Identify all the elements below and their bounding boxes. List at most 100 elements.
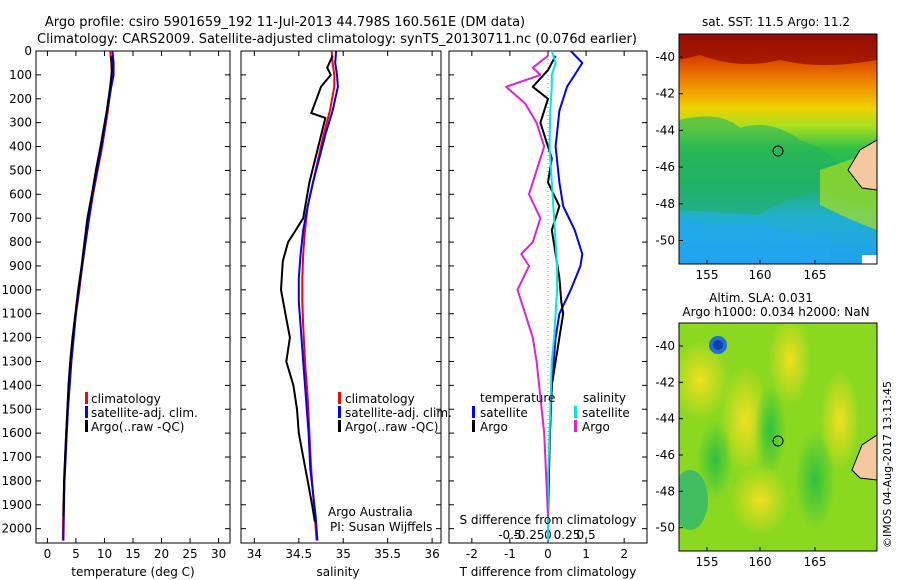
lon-tick-label: 165 bbox=[804, 268, 827, 282]
y-tick-label: 600 bbox=[9, 187, 32, 201]
s-tick-label: -0.5 bbox=[498, 528, 521, 542]
legend-swatch-t-satellite bbox=[472, 406, 475, 418]
legend-label-s-satellite: satellite bbox=[582, 406, 630, 420]
lat-tick-label: -48 bbox=[655, 197, 675, 211]
salinity-xlabel: salinity bbox=[316, 565, 359, 579]
lat-tick-label: -46 bbox=[655, 448, 675, 462]
t-diff-xlabel: T difference from climatology bbox=[459, 565, 637, 579]
lat-tick-label: -46 bbox=[655, 160, 675, 174]
difference-panel: -0.5-0.25 0 0.250.5 -2 -1 0 1 2 S difference f… bbox=[448, 50, 648, 579]
x-tick-label: 20 bbox=[154, 547, 169, 561]
sst-map-frame bbox=[678, 33, 878, 265]
series-line-argo bbox=[505, 55, 549, 517]
legend-label-satellite: satellite-adj. clim. bbox=[91, 406, 198, 420]
difference-legend: temperature salinity satellite Argo sate… bbox=[472, 391, 630, 434]
y-tick-label: 1700 bbox=[1, 450, 32, 464]
x-tick-label: 36 bbox=[424, 547, 439, 561]
salinity-diff-axis: -0.5-0.25 0 0.250.5 bbox=[498, 528, 595, 542]
x-tick-label: 0 bbox=[544, 547, 552, 561]
salinity-legend: climatology satellite-adj. clim. Argo(..… bbox=[338, 392, 452, 434]
argo-float-marker bbox=[772, 435, 784, 447]
legend-swatch-climatology bbox=[338, 392, 341, 404]
sla-map-frame bbox=[678, 322, 878, 552]
y-tick-label: 1800 bbox=[1, 474, 32, 488]
salinity-plot-frame bbox=[240, 50, 442, 544]
lat-tick-label: -50 bbox=[655, 521, 675, 535]
y-tick-label: 1400 bbox=[1, 378, 32, 392]
sla-map-panel: Altim. SLA: 0.031 Argo h1000: 0.034 h200… bbox=[655, 291, 878, 569]
x-tick-label: 5 bbox=[72, 547, 80, 561]
y-tick-label: 1900 bbox=[1, 498, 32, 512]
sla-map-image bbox=[679, 323, 877, 551]
sst-map-title: sat. SST: 11.5 Argo: 11.2 bbox=[702, 15, 850, 29]
series-line-argo bbox=[62, 55, 113, 517]
s-tick-label: 0.5 bbox=[577, 528, 596, 542]
x-tick-label: 35 bbox=[336, 547, 351, 561]
legend-label-satellite: satellite-adj. clim. bbox=[345, 406, 452, 420]
series-line-satellite bbox=[62, 50, 115, 541]
y-tick-label: 700 bbox=[9, 211, 32, 225]
pi-label: PI: Susan Wijffels bbox=[330, 520, 432, 534]
s-tick-label: -0.25 bbox=[513, 528, 544, 542]
s-tick-label: 0.25 bbox=[554, 528, 581, 542]
x-tick-label: 2 bbox=[620, 547, 628, 561]
lat-tick-label: -50 bbox=[655, 233, 675, 247]
y-tick-label: 1600 bbox=[1, 426, 32, 440]
legend-swatch-satellite bbox=[338, 406, 341, 418]
temperature-x-axis: 0 5 10 15 20 25 30 bbox=[44, 51, 226, 561]
legend-label-climatology: climatology bbox=[91, 392, 161, 406]
x-tick-label: 35.5 bbox=[374, 547, 401, 561]
x-tick-label: 10 bbox=[97, 547, 112, 561]
difference-series bbox=[505, 50, 584, 541]
sla-map-axes: 155 160 165 -40 -42 -44 -46 -48 -50 bbox=[655, 339, 826, 569]
legend-label-argo: Argo(..raw -QC) bbox=[91, 420, 184, 434]
series-line-argo bbox=[531, 55, 565, 517]
lat-tick-label: -48 bbox=[655, 484, 675, 498]
temperature-panel: 0100200300400500600700800900100011001200… bbox=[1, 44, 231, 579]
x-tick-label: -1 bbox=[504, 547, 516, 561]
legend-swatch-argo bbox=[85, 420, 88, 432]
legend-label-argo: Argo(..raw -QC) bbox=[345, 420, 438, 434]
lat-tick-label: -40 bbox=[655, 50, 675, 64]
temperature-series bbox=[61, 50, 115, 541]
salinity-x-axis: 34 34.5 35 35.5 36 bbox=[241, 50, 441, 561]
header-title: Argo profile: csiro 5901659_192 11-Jul-2… bbox=[45, 15, 525, 30]
legend-swatch-satellite bbox=[85, 406, 88, 418]
lat-tick-label: -40 bbox=[655, 339, 675, 353]
lon-tick-label: 165 bbox=[804, 555, 827, 569]
lon-tick-label: 160 bbox=[749, 555, 772, 569]
temperature-legend: climatology satellite-adj. clim. Argo(..… bbox=[85, 392, 198, 434]
x-tick-label: 34 bbox=[247, 547, 262, 561]
y-tick-label: 1000 bbox=[1, 283, 32, 297]
lon-tick-label: 160 bbox=[749, 268, 772, 282]
salinity-series bbox=[280, 50, 339, 541]
lat-tick-label: -44 bbox=[655, 123, 675, 137]
legend-label-t-satellite: satellite bbox=[480, 406, 528, 420]
s-diff-label: S difference from climatology bbox=[460, 513, 637, 527]
y-tick-label: 200 bbox=[9, 92, 32, 106]
y-tick-label: 500 bbox=[9, 163, 32, 177]
x-tick-label: 30 bbox=[211, 547, 226, 561]
lat-tick-label: -44 bbox=[655, 412, 675, 426]
legend-swatch-s-argo bbox=[574, 420, 577, 432]
y-tick-label: 900 bbox=[9, 259, 32, 273]
y-tick-label: 2000 bbox=[1, 522, 32, 536]
sst-map-axes: 155 160 165 -40 -42 -44 -46 -48 -50 bbox=[655, 50, 826, 282]
legend-title-salinity: salinity bbox=[583, 391, 626, 405]
legend-swatch-t-argo bbox=[472, 420, 475, 432]
lon-tick-label: 155 bbox=[696, 555, 719, 569]
imos-credit: ©IMOS 04-Aug-2017 13:13:45 bbox=[881, 381, 894, 548]
y-tick-label: 400 bbox=[9, 140, 32, 154]
header-subtitle: Climatology: CARS2009. Satellite-adjuste… bbox=[37, 32, 637, 47]
x-tick-label: 25 bbox=[182, 547, 197, 561]
x-tick-label: -2 bbox=[466, 547, 478, 561]
y-tick-label: 0 bbox=[24, 44, 32, 58]
legend-swatch-climatology bbox=[85, 392, 88, 404]
argo-float-marker bbox=[772, 145, 784, 157]
legend-label-climatology: climatology bbox=[345, 392, 415, 406]
lon-tick-label: 155 bbox=[696, 268, 719, 282]
y-tick-label: 100 bbox=[9, 68, 32, 82]
depth-axis: 0 100 200 300 400 500 600 700 800 900 1000 1100 1200… bbox=[1, 44, 230, 536]
temperature-xlabel: temperature (deg C) bbox=[71, 565, 194, 579]
